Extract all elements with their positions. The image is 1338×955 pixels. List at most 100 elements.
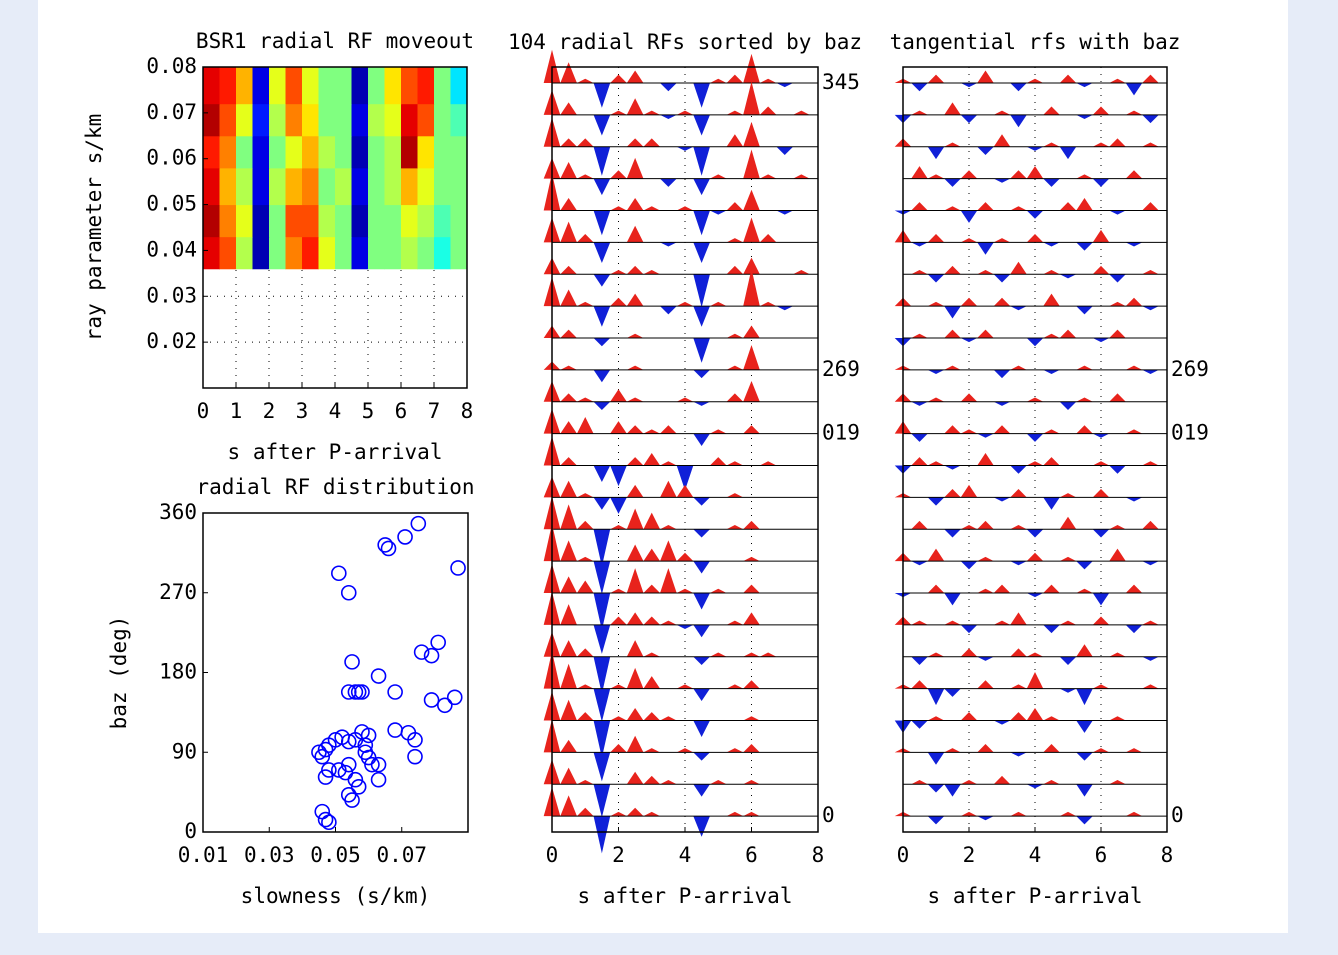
- trace-lobe: [1142, 561, 1159, 566]
- trace-lobe: [944, 265, 961, 275]
- heatmap-cell: [450, 67, 468, 105]
- trace-lobe: [1092, 433, 1110, 438]
- trace-lobe: [626, 771, 644, 785]
- trace-lobe: [626, 544, 644, 562]
- trace-lobe: [1026, 529, 1044, 538]
- trace-lobe: [927, 584, 945, 593]
- trace-lobe: [576, 301, 594, 307]
- trace-lobe: [743, 121, 760, 147]
- trace-lobe: [610, 684, 627, 689]
- trace-lobe: [960, 393, 978, 402]
- trace-lobe: [911, 202, 928, 211]
- heatmap-cell: [318, 67, 336, 105]
- heatmap-cell: [351, 167, 369, 206]
- heatmap-cell: [285, 204, 303, 238]
- trace-lobe: [944, 688, 961, 697]
- trace-lobe: [610, 525, 627, 530]
- trace-lobe: [977, 70, 994, 83]
- trace-lobe: [993, 134, 1011, 147]
- trace-lobe: [593, 146, 611, 176]
- trace-lobe: [1010, 752, 1027, 757]
- heatmap-cell: [269, 167, 286, 206]
- heatmap-cell: [236, 103, 253, 137]
- trace-lobe: [693, 82, 710, 108]
- trace-lobe: [743, 716, 760, 721]
- trace-lobe: [1076, 688, 1093, 706]
- y-tick-label: 270: [159, 580, 197, 604]
- trace-lobe: [593, 369, 611, 383]
- scatter-point: [360, 749, 377, 766]
- x-tick-label: 5: [362, 399, 375, 423]
- trace-lobe: [911, 620, 928, 625]
- trace-lobe: [743, 680, 760, 689]
- trace-lobe: [1059, 516, 1077, 530]
- trace-lobe: [676, 110, 694, 115]
- heatmap-cell: [203, 204, 220, 238]
- trace-lobe: [1109, 716, 1126, 721]
- trace-lobe: [693, 529, 710, 538]
- trace-lobe: [660, 620, 677, 625]
- trace-lobe: [593, 497, 611, 510]
- trace-lobe: [560, 289, 577, 307]
- trace-lobe: [1026, 166, 1044, 179]
- trace-lobe: [1142, 461, 1159, 466]
- trace-lobe: [560, 767, 577, 785]
- trace-lobe: [1059, 329, 1077, 338]
- trace-lobe: [693, 433, 710, 446]
- trace-lobe: [927, 397, 945, 402]
- scatter-point: [387, 684, 403, 700]
- trace-lobe: [593, 624, 611, 654]
- heatmap-cell: [252, 135, 270, 169]
- x-tick-label: 8: [1161, 843, 1174, 867]
- trace-lobe: [776, 306, 794, 311]
- trace-lobe: [643, 429, 661, 434]
- x-tick-label: 0: [546, 843, 559, 867]
- trace-lobe: [626, 70, 644, 83]
- heatmap-cell: [450, 204, 468, 238]
- trace-lobe: [960, 648, 978, 657]
- trace-lobe: [576, 580, 594, 593]
- trace-lobe: [626, 365, 644, 370]
- trace-lobe: [1092, 616, 1110, 625]
- heatmap-cell: [285, 103, 303, 137]
- trace-lobe: [626, 640, 644, 657]
- heatmap-cell: [368, 67, 385, 105]
- trace-lobe: [743, 612, 760, 625]
- trace-lobe: [660, 716, 677, 721]
- trace-lobe: [911, 110, 928, 115]
- trace-lobe: [676, 624, 694, 629]
- trace-lobe: [1043, 142, 1060, 147]
- scatter-point: [317, 769, 334, 785]
- trace-lobe: [560, 138, 577, 147]
- x-axis-label: s after P-arrival: [228, 440, 443, 464]
- trace-lobe: [610, 297, 627, 307]
- x-tick-label: 4: [329, 399, 342, 423]
- trace-lobe: [927, 146, 945, 160]
- trace-lobe: [1142, 369, 1159, 374]
- heatmap-cell: [285, 67, 303, 105]
- heatmap-cell: [302, 67, 319, 105]
- trace-lobe: [993, 297, 1011, 307]
- trace-lobe: [643, 512, 661, 530]
- trace-lobe: [693, 688, 710, 701]
- trace-lobe: [1043, 293, 1060, 307]
- heatmap-cell: [417, 204, 435, 238]
- trace-lobe: [960, 337, 978, 343]
- scatter-point: [380, 540, 397, 557]
- trace-lobe: [626, 667, 644, 689]
- trace-lobe: [1109, 78, 1126, 83]
- trace-lobe: [1125, 297, 1143, 307]
- trace-lobe: [610, 588, 627, 593]
- trace-lobe: [643, 110, 661, 115]
- heatmap-cell: [450, 135, 468, 169]
- trace-lobe: [610, 811, 627, 817]
- x-tick-label: 7: [428, 399, 441, 423]
- trace-lobe: [743, 268, 760, 307]
- trace-lobe: [709, 78, 727, 83]
- scatter-point: [331, 762, 347, 778]
- trace-lobe: [593, 592, 611, 631]
- trace-lobe: [1092, 229, 1110, 243]
- trace-lobe: [726, 811, 744, 817]
- trace-lobe: [626, 157, 644, 179]
- trace-lobe: [610, 110, 627, 115]
